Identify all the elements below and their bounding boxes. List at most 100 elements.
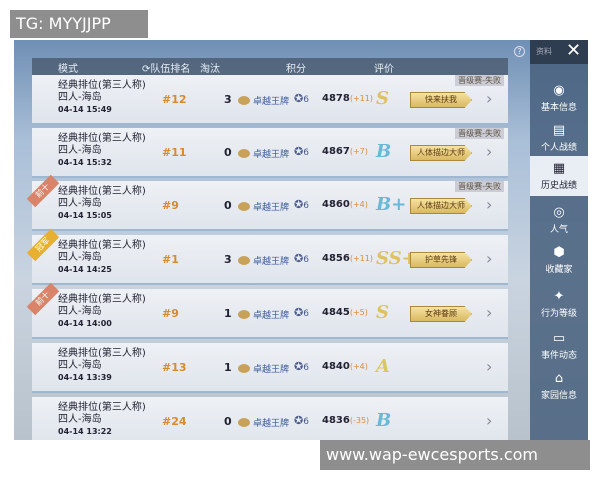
team-rank: #13 <box>162 361 187 374</box>
tier-badge-icon <box>238 310 250 319</box>
sidebar-item-label: 基本信息 <box>540 103 577 113</box>
tier-star: ✪6 <box>294 198 309 211</box>
game-window: 模式 ⟳队伍排名 淘汰 积分 评价 经典排位(第三人称) 四人-海岛 04-14… <box>14 40 588 440</box>
sidebar-item[interactable]: ▭ 事件动态 <box>530 326 588 366</box>
match-title-badge: 女神眷顾 <box>410 306 472 322</box>
match-info: 经典排位(第三人称) 四人-海岛 04-14 14:25 <box>58 240 146 276</box>
match-row[interactable]: 经典排位(第三人称) 四人-海岛 04-14 15:49 #12 3 卓越王牌 … <box>32 75 508 125</box>
sidebar-item-label: 行为等级 <box>540 309 577 319</box>
star-icon: ✪ <box>294 306 304 319</box>
sidebar-item[interactable]: ▤ 个人战绩 <box>530 118 588 158</box>
grade: SS+ <box>376 248 417 269</box>
match-mode: 经典排位(第三人称) <box>58 294 146 305</box>
score: 4845(+5) <box>322 307 368 318</box>
match-map: 四人-海岛 <box>58 92 102 103</box>
sidebar-item[interactable]: ✦ 行为等级 <box>530 284 588 324</box>
tier-star: ✪6 <box>294 145 309 158</box>
grade: S <box>376 88 389 109</box>
match-row[interactable]: 前十 经典排位(第三人称) 四人-海岛 04-14 14:00 #9 1 卓越王… <box>26 282 508 339</box>
kills: 3 <box>224 93 232 106</box>
match-row[interactable]: 冠军 经典排位(第三人称) 四人-海岛 04-14 14:25 #1 3 卓越王… <box>26 228 508 285</box>
match-map: 四人-海岛 <box>58 414 102 425</box>
score-delta: (-35) <box>349 416 370 425</box>
tier-badge-icon <box>238 96 250 105</box>
chevron-right-icon[interactable]: › <box>486 89 493 108</box>
sidebar-item[interactable]: ⬢ 收藏家 <box>530 240 588 280</box>
tier-star: ✪6 <box>294 92 309 105</box>
sidebar-item-label: 历史战绩 <box>540 181 577 191</box>
score: 4878(+11) <box>322 93 373 104</box>
score-value: 4840 <box>322 361 350 372</box>
team-rank: #9 <box>162 199 179 212</box>
grade: A <box>376 356 390 377</box>
header-rank[interactable]: ⟳队伍排名 <box>142 64 191 75</box>
match-map: 四人-海岛 <box>58 306 102 317</box>
home-icon: ⌂ <box>554 371 564 386</box>
star-icon: ✪ <box>294 92 304 105</box>
tier-badge-icon <box>238 149 250 158</box>
score-value: 4860 <box>322 199 350 210</box>
tier-star-level: 6 <box>303 255 309 265</box>
star-icon: ✪ <box>294 198 304 211</box>
chevron-right-icon[interactable]: › <box>486 195 493 214</box>
match-mode: 经典排位(第三人称) <box>58 133 146 144</box>
sidebar-item[interactable]: ⌂ 家园信息 <box>530 366 588 406</box>
close-icon[interactable]: ✕ <box>566 40 582 61</box>
sidebar-item[interactable]: ◉ 基本信息 <box>530 78 588 118</box>
promotion-status: 晋级赛-失败 <box>455 128 504 139</box>
header-grade: 评价 <box>374 64 394 75</box>
tier-star-level: 6 <box>303 309 309 319</box>
chevron-right-icon[interactable]: › <box>486 357 493 376</box>
score-value: 4867 <box>322 146 350 157</box>
match-info: 经典排位(第三人称) 四人-海岛 04-14 15:32 <box>58 133 146 169</box>
tg-overlay: TG: MYYJJPP <box>10 10 148 38</box>
grade: S <box>376 302 389 323</box>
score-delta: (+4) <box>349 200 368 209</box>
chevron-right-icon[interactable]: › <box>486 142 493 161</box>
score: 4840(+4) <box>322 361 368 372</box>
popularity-icon: ◎ <box>553 205 565 220</box>
team-rank: #11 <box>162 146 187 159</box>
grade: B <box>376 410 392 431</box>
kills: 0 <box>224 199 232 212</box>
tier: 卓越王牌 <box>238 416 289 429</box>
score-delta: (+7) <box>349 147 368 156</box>
score: 4856(+11) <box>322 253 373 264</box>
chevron-right-icon[interactable]: › <box>486 249 493 268</box>
tier-star-level: 6 <box>303 363 309 373</box>
sidebar-item[interactable]: ▦ 历史战绩 <box>530 156 588 196</box>
match-title-badge: 人体描边大师 <box>410 198 472 214</box>
match-map: 四人-海岛 <box>58 145 102 156</box>
kills: 0 <box>224 415 232 428</box>
kills: 0 <box>224 146 232 159</box>
tier-label: 卓越王牌 <box>253 365 290 375</box>
tier-star-level: 6 <box>303 201 309 211</box>
team-rank: #1 <box>162 253 179 266</box>
tier: 卓越王牌 <box>238 362 289 375</box>
sidebar-item[interactable]: ◎ 人气 <box>530 200 588 240</box>
chevron-right-icon[interactable]: › <box>486 303 493 322</box>
tier-label: 卓越王牌 <box>253 257 290 267</box>
score-delta: (+11) <box>349 254 373 263</box>
sidebar-top: 资料 ✕ <box>530 40 588 64</box>
placement-ribbon: 前十 <box>26 282 60 316</box>
score: 4836(-35) <box>322 415 369 426</box>
score-value: 4856 <box>322 253 350 264</box>
match-mode: 经典排位(第三人称) <box>58 402 146 413</box>
help-icon[interactable]: ? <box>514 46 525 57</box>
match-mode: 经典排位(第三人称) <box>58 186 146 197</box>
grade: B+ <box>376 194 407 215</box>
promotion-status: 晋级赛-失败 <box>455 75 504 86</box>
chevron-right-icon[interactable]: › <box>486 411 493 430</box>
sidebar-item-label: 收藏家 <box>545 265 573 275</box>
match-row[interactable]: 经典排位(第三人称) 四人-海岛 04-14 13:22 #24 0 卓越王牌 … <box>32 397 508 440</box>
match-row[interactable]: 前十 经典排位(第三人称) 四人-海岛 04-14 15:05 #9 0 卓越王… <box>26 174 508 231</box>
match-map: 四人-海岛 <box>58 360 102 371</box>
match-time: 04-14 14:00 <box>58 319 112 328</box>
match-row[interactable]: 经典排位(第三人称) 四人-海岛 04-14 15:32 #11 0 卓越王牌 … <box>32 128 508 178</box>
score-delta: (+5) <box>349 308 368 317</box>
tier-star-level: 6 <box>303 417 309 427</box>
match-mode: 经典排位(第三人称) <box>58 80 146 91</box>
match-row[interactable]: 经典排位(第三人称) 四人-海岛 04-14 13:39 #13 1 卓越王牌 … <box>32 343 508 393</box>
score-value: 4836 <box>322 415 350 426</box>
